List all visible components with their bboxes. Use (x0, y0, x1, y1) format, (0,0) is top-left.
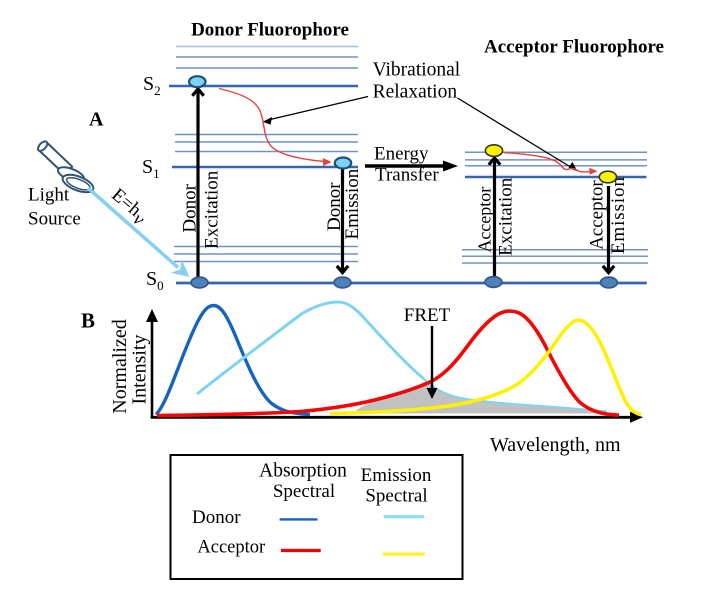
svg-text:Excitation: Excitation (202, 170, 223, 249)
svg-text:Transfer: Transfer (375, 165, 439, 186)
svg-text:Donor: Donor (324, 182, 345, 231)
svg-text:Acceptor: Acceptor (587, 180, 608, 250)
svg-text:Excitation: Excitation (495, 177, 516, 256)
svg-text:Intensity: Intensity (129, 335, 151, 405)
svg-text:A: A (89, 109, 104, 131)
svg-text:Relaxation: Relaxation (373, 82, 458, 103)
svg-text:Emission: Emission (608, 176, 629, 254)
svg-text:Normalized: Normalized (109, 319, 131, 413)
svg-text:Emission: Emission (342, 168, 363, 239)
svg-text:Donor Fluorophore: Donor Fluorophore (191, 20, 349, 41)
svg-text:Acceptor: Acceptor (475, 187, 495, 253)
svg-text:Light: Light (28, 185, 70, 206)
svg-text:Spectral: Spectral (365, 486, 427, 507)
svg-text:Absorption: Absorption (259, 461, 347, 482)
svg-text:Wavelength, nm: Wavelength, nm (490, 434, 621, 456)
svg-text:Spectral: Spectral (273, 481, 335, 502)
svg-text:FRET: FRET (404, 305, 451, 326)
svg-text:Vibrational: Vibrational (373, 60, 461, 81)
svg-text:Acceptor: Acceptor (197, 538, 265, 558)
svg-text:Source: Source (28, 209, 81, 230)
svg-text:Donor: Donor (180, 183, 201, 232)
svg-text:Emission: Emission (361, 465, 432, 486)
svg-text:B: B (81, 309, 95, 333)
svg-text:Acceptor Fluorophore: Acceptor Fluorophore (484, 37, 664, 58)
svg-text:Energy: Energy (374, 144, 429, 165)
svg-text:Donor: Donor (192, 507, 241, 528)
